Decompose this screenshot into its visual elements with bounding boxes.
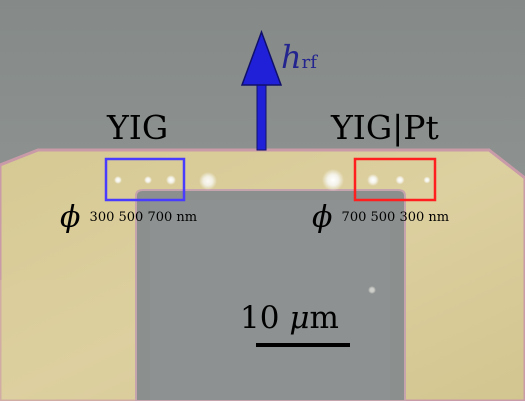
scale-value: 10	[240, 300, 280, 336]
disk-right-500	[395, 175, 405, 185]
hrf-arrow-icon	[240, 29, 283, 151]
disk-right-700	[367, 174, 379, 186]
scale-unit-mu: μ	[289, 300, 310, 336]
scale-unit-m: m	[309, 300, 339, 336]
left-diameter-row: ϕ 300 500 700 nm	[60, 200, 197, 235]
scale-bar-label: 10 μm	[240, 300, 339, 336]
hrf-symbol: h	[281, 38, 302, 76]
phi-right: ϕ	[312, 200, 333, 235]
right-diameters: 700 500 300 nm	[341, 210, 450, 225]
hrf-label: hrf	[281, 38, 317, 76]
yig-label: YIG	[107, 108, 169, 147]
phi-left: ϕ	[60, 200, 81, 235]
yig-pt-label: YIG|Pt	[331, 108, 439, 147]
right-diameter-row: ϕ 700 500 300 nm	[312, 200, 449, 235]
left-diameters: 300 500 700 nm	[89, 210, 198, 225]
scale-bar	[256, 343, 350, 347]
hrf-subscript: rf	[301, 52, 317, 73]
yig-pt-box	[353, 157, 437, 202]
disk-left-700	[166, 175, 176, 185]
disk-left-300	[114, 176, 122, 184]
yig-box	[104, 157, 186, 202]
disk-right-300	[423, 176, 431, 184]
disk-left-500	[144, 176, 152, 184]
